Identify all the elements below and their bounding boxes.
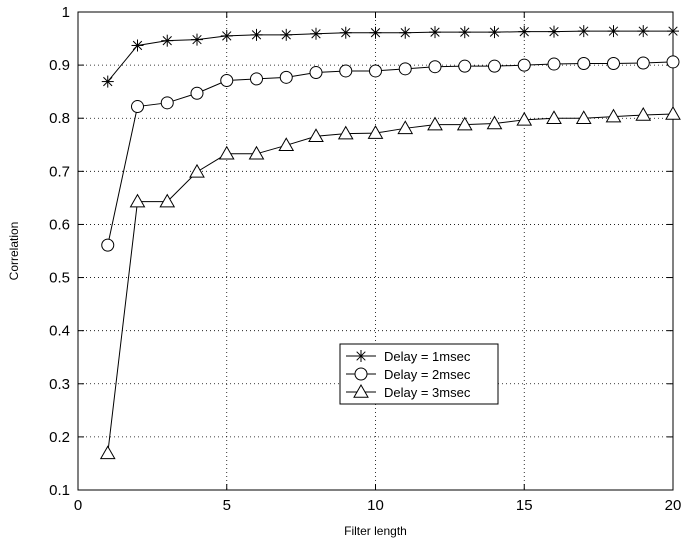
data-point-asterisk <box>339 26 352 39</box>
data-point-triangle <box>99 445 116 460</box>
data-point-circle <box>458 59 472 73</box>
data-point-circle <box>577 57 591 71</box>
data-point-asterisk <box>131 39 144 52</box>
data-point-asterisk <box>161 34 174 47</box>
data-point-triangle <box>367 125 384 139</box>
series-1 <box>101 25 679 88</box>
plot-frame <box>77 11 674 491</box>
legend-item: Delay = 3msec <box>346 383 471 400</box>
data-point-circle <box>220 74 234 88</box>
x-tick-label: 10 <box>367 497 384 514</box>
data-point-triangle <box>635 107 652 121</box>
legend-label: Delay = 1msec <box>384 349 471 364</box>
data-point-circle <box>428 60 442 74</box>
data-point-circle <box>160 96 174 110</box>
data-point-circle <box>488 59 501 73</box>
data-point-triangle <box>516 111 533 126</box>
data-point-asterisk <box>458 26 471 39</box>
data-point-triangle <box>278 137 295 152</box>
y-tick-label: 0.8 <box>49 110 70 127</box>
data-point-circle <box>250 72 263 86</box>
series-layer <box>99 25 681 460</box>
data-point-triangle <box>605 108 622 123</box>
data-point-circle <box>547 57 561 71</box>
data-point-triangle <box>129 193 146 208</box>
data-point-triangle <box>546 110 562 124</box>
data-point-asterisk <box>637 25 650 38</box>
data-point-circle <box>101 238 115 252</box>
data-point-circle <box>517 58 531 72</box>
data-point-asterisk <box>220 29 233 42</box>
data-point-asterisk <box>548 25 560 38</box>
y-tick-label: 0.5 <box>49 270 70 287</box>
y-tick-label: 0.9 <box>49 57 70 74</box>
data-point-asterisk <box>280 28 293 41</box>
data-point-asterisk <box>518 25 531 38</box>
data-point-circle <box>131 100 144 114</box>
data-point-triangle <box>159 193 176 208</box>
data-point-triangle <box>218 145 235 160</box>
data-point-asterisk <box>667 25 679 38</box>
data-point-circle <box>666 55 680 69</box>
data-point-asterisk <box>310 27 322 40</box>
data-point-triangle <box>337 125 354 140</box>
data-point-asterisk <box>607 25 620 38</box>
data-point-triangle <box>353 383 369 398</box>
axis-ticks: 0 5 10 15 20 0.1 0.2 0.3 0.4 0.5 0.6 0.7 0.8 0.9 1 <box>49 4 681 514</box>
data-point-asterisk <box>101 75 114 88</box>
y-tick-label: 0.1 <box>49 482 70 499</box>
data-point-triangle <box>486 115 503 130</box>
data-point-asterisk <box>577 25 590 38</box>
data-point-triangle <box>308 128 324 143</box>
data-point-circle <box>354 367 368 381</box>
data-point-circle <box>636 56 650 70</box>
x-tick-label: 20 <box>665 497 681 514</box>
x-axis-label: Filter length <box>344 524 407 538</box>
data-point-asterisk <box>355 350 367 362</box>
data-point-asterisk <box>429 26 441 39</box>
data-point-circle <box>607 57 620 71</box>
y-tick-label: 0.4 <box>49 323 70 340</box>
series-2 <box>101 55 680 252</box>
data-point-circle <box>279 70 293 84</box>
x-tick-label: 15 <box>516 497 533 514</box>
legend-item: Delay = 2msec <box>346 367 471 382</box>
grid <box>78 12 673 490</box>
y-axis-label: Correlation <box>7 222 21 281</box>
data-point-triangle <box>665 105 681 120</box>
y-tick-label: 0.6 <box>49 216 70 233</box>
data-point-circle <box>398 62 412 76</box>
data-point-triangle <box>397 120 414 135</box>
data-point-circle <box>309 66 323 80</box>
x-tick-label: 5 <box>223 497 231 514</box>
data-point-triangle <box>575 110 592 124</box>
series-line <box>107 30 673 82</box>
data-point-triangle <box>189 163 205 178</box>
data-point-asterisk <box>191 33 203 46</box>
legend: Delay = 1msec Delay = 2msec Delay = 3msec <box>339 343 499 405</box>
data-point-triangle <box>456 116 473 131</box>
data-point-triangle <box>427 116 443 131</box>
legend-label: Delay = 2msec <box>384 367 471 382</box>
series-3 <box>99 105 681 460</box>
y-tick-label: 0.7 <box>49 163 70 180</box>
data-point-asterisk <box>250 28 263 41</box>
data-point-asterisk <box>488 26 501 39</box>
data-point-circle <box>369 64 382 78</box>
y-tick-label: 0.3 <box>49 376 70 393</box>
legend-item: Delay = 1msec <box>346 349 471 364</box>
y-tick-label: 0.2 <box>49 429 70 446</box>
data-point-asterisk <box>369 26 382 39</box>
data-point-asterisk <box>399 26 412 39</box>
data-point-circle <box>339 64 353 78</box>
data-point-triangle <box>248 145 265 160</box>
series-line <box>107 113 674 454</box>
legend-label: Delay = 3msec <box>384 385 471 400</box>
data-point-circle <box>190 86 204 100</box>
x-tick-label: 0 <box>74 497 82 514</box>
y-tick-label: 1 <box>62 4 70 21</box>
